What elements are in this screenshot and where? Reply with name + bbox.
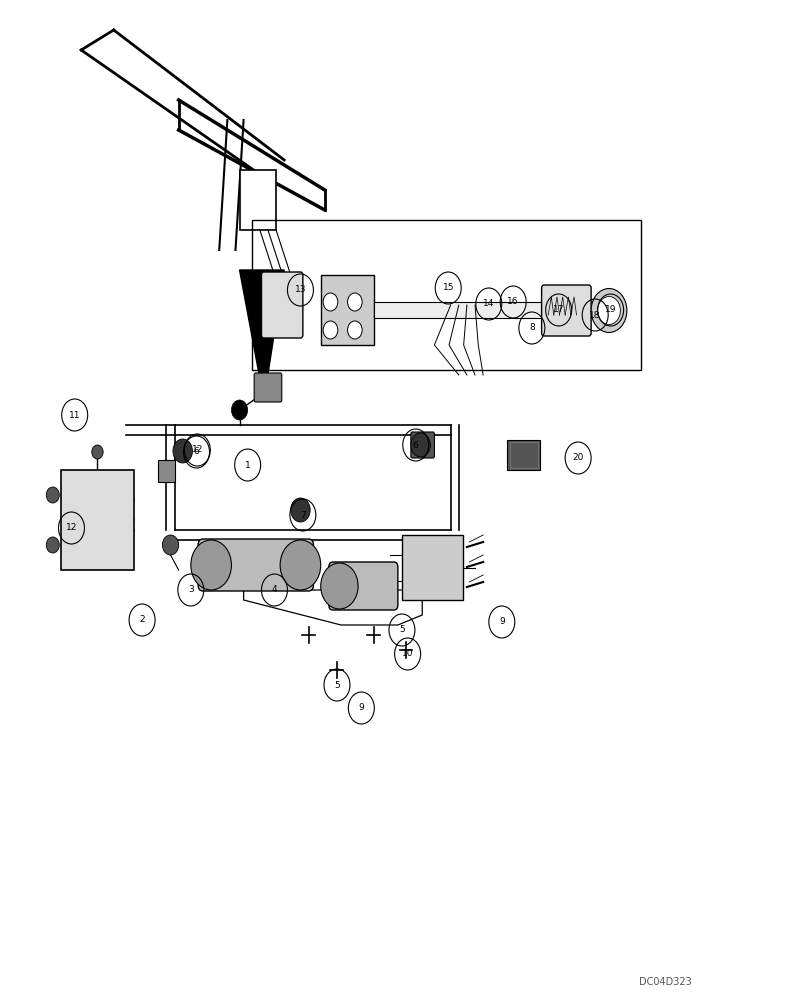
FancyBboxPatch shape	[541, 285, 590, 336]
FancyBboxPatch shape	[198, 539, 313, 591]
Circle shape	[347, 293, 362, 311]
Text: 20: 20	[572, 454, 583, 462]
Text: 14: 14	[483, 300, 494, 308]
Circle shape	[597, 296, 620, 324]
Circle shape	[323, 321, 337, 339]
Circle shape	[590, 288, 626, 332]
Text: DC04D323: DC04D323	[639, 977, 691, 987]
Text: 9: 9	[358, 704, 364, 712]
Text: 2: 2	[139, 615, 144, 624]
Text: 4: 4	[272, 585, 277, 594]
Text: 18: 18	[589, 310, 600, 320]
Circle shape	[46, 487, 59, 503]
FancyBboxPatch shape	[410, 432, 434, 458]
Text: 16: 16	[507, 298, 518, 306]
Bar	[509, 442, 537, 468]
Polygon shape	[239, 270, 284, 400]
Circle shape	[410, 433, 430, 457]
Text: 3: 3	[187, 585, 194, 594]
FancyBboxPatch shape	[158, 460, 174, 482]
Circle shape	[92, 445, 103, 459]
Circle shape	[46, 537, 59, 553]
Text: 17: 17	[552, 306, 564, 314]
Text: 19: 19	[604, 306, 616, 314]
Text: 5: 5	[333, 680, 340, 690]
Bar	[401, 535, 462, 600]
Text: 11: 11	[69, 410, 80, 420]
Text: 10: 10	[401, 650, 413, 658]
Circle shape	[231, 400, 247, 420]
Text: 15: 15	[442, 284, 453, 292]
Bar	[61, 470, 134, 570]
Text: 6: 6	[412, 440, 418, 450]
Bar	[251, 220, 641, 370]
Circle shape	[323, 293, 337, 311]
Bar	[373, 302, 551, 318]
Circle shape	[347, 321, 362, 339]
Circle shape	[173, 439, 192, 463]
Text: 5: 5	[398, 626, 405, 635]
Circle shape	[290, 498, 310, 522]
FancyBboxPatch shape	[261, 272, 303, 338]
FancyBboxPatch shape	[254, 373, 281, 402]
Text: 13: 13	[294, 286, 306, 294]
Text: 7: 7	[299, 510, 306, 520]
Bar	[320, 275, 373, 345]
Text: 1: 1	[244, 460, 251, 470]
Text: 12: 12	[191, 446, 203, 454]
Bar	[507, 440, 539, 470]
Text: 12: 12	[66, 524, 77, 532]
Circle shape	[162, 535, 178, 555]
FancyBboxPatch shape	[328, 562, 397, 610]
Circle shape	[320, 563, 358, 609]
Text: 6: 6	[193, 448, 200, 456]
FancyBboxPatch shape	[239, 170, 276, 230]
Text: 9: 9	[498, 617, 504, 626]
Text: 8: 8	[528, 324, 534, 332]
Circle shape	[191, 540, 231, 590]
Circle shape	[280, 540, 320, 590]
